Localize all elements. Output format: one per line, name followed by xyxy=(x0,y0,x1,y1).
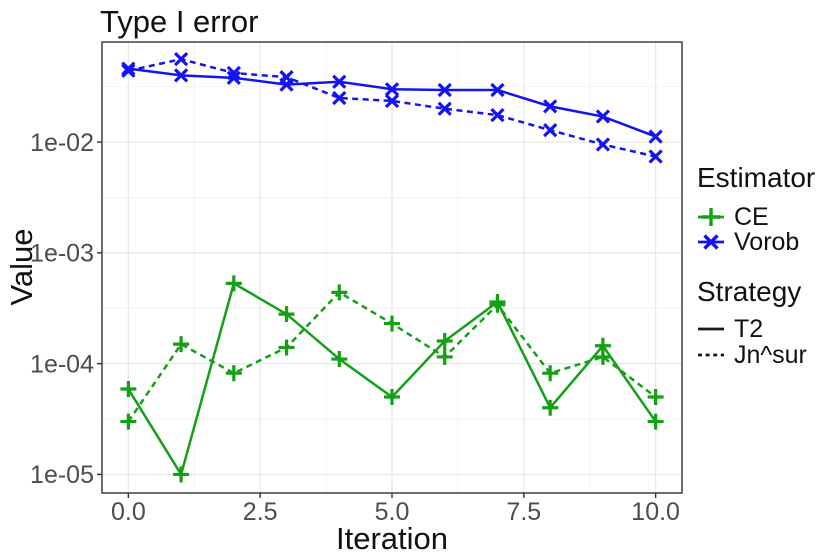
data-point-marker-vorob-jn-sur xyxy=(121,63,136,78)
x-tick-label: 0.0 xyxy=(111,498,146,526)
y-tick-label: 1e-04 xyxy=(30,350,94,378)
data-point-marker-ce-t2 xyxy=(384,389,400,405)
data-point-marker-vorob-jn-sur xyxy=(226,65,241,81)
data-point-marker-vorob-jn-sur xyxy=(490,107,505,123)
data-point-marker-ce-jn-sur xyxy=(331,284,348,301)
data-point-marker-vorob-jn-sur xyxy=(332,90,347,106)
data-point-marker-vorob-jn-sur xyxy=(173,52,189,67)
data-point-marker-vorob-t2 xyxy=(595,109,611,124)
data-point-marker-ce-t2 xyxy=(173,466,190,483)
data-point-marker-ce-jn-sur xyxy=(173,336,190,353)
data-point-marker-ce-t2 xyxy=(647,413,664,430)
data-point-marker-vorob-t2 xyxy=(332,74,347,89)
data-point-marker-ce-jn-sur xyxy=(278,339,295,356)
data-point-marker-ce-t2 xyxy=(278,306,295,323)
data-point-marker-ce-jn-sur xyxy=(225,365,242,382)
data-point-marker-vorob-jn-sur xyxy=(437,101,452,116)
data-point-marker-ce-t2 xyxy=(436,333,453,350)
y-tick-label: 1e-05 xyxy=(30,461,94,489)
data-point-marker-vorob-t2 xyxy=(173,68,189,83)
y-tick-label: 1e-03 xyxy=(30,240,94,268)
data-point-marker-vorob-jn-sur xyxy=(543,123,558,138)
data-point-marker-ce-t2 xyxy=(542,399,559,416)
data-point-marker-ce-t2 xyxy=(225,275,242,292)
data-point-marker-ce-jn-sur xyxy=(384,315,400,332)
x-axis-title: Iteration xyxy=(335,521,448,554)
x-tick-label: 5.0 xyxy=(375,498,410,526)
data-point-marker-ce-jn-sur xyxy=(436,348,453,365)
data-point-marker-vorob-t2 xyxy=(226,70,241,85)
data-point-marker-ce-jn-sur xyxy=(594,348,611,365)
data-point-marker-vorob-jn-sur xyxy=(279,70,294,85)
y-tick-label: 1e-02 xyxy=(30,129,94,157)
data-point-marker-ce-t2 xyxy=(331,351,348,368)
x-tick-label: 2.5 xyxy=(243,498,278,526)
data-point-marker-vorob-t2 xyxy=(648,129,663,144)
data-point-marker-vorob-t2 xyxy=(437,82,452,98)
data-point-marker-vorob-jn-sur xyxy=(595,137,611,152)
x-tick-label: 10.0 xyxy=(631,498,680,526)
data-point-marker-vorob-t2 xyxy=(543,99,558,114)
data-point-marker-ce-jn-sur xyxy=(489,296,506,313)
y-axis-title: Value xyxy=(4,228,39,306)
data-point-marker-ce-t2 xyxy=(120,381,137,398)
data-point-marker-vorob-jn-sur xyxy=(648,149,663,164)
data-point-marker-vorob-jn-sur xyxy=(384,93,400,109)
x-tick-label: 7.5 xyxy=(506,498,541,526)
chart-title: Type I error xyxy=(100,4,259,39)
data-point-marker-ce-jn-sur xyxy=(542,365,559,382)
data-point-marker-ce-jn-sur xyxy=(647,389,664,405)
data-point-marker-ce-jn-sur xyxy=(120,413,137,430)
data-point-marker-vorob-t2 xyxy=(384,82,400,97)
data-point-marker-vorob-t2 xyxy=(490,82,505,98)
